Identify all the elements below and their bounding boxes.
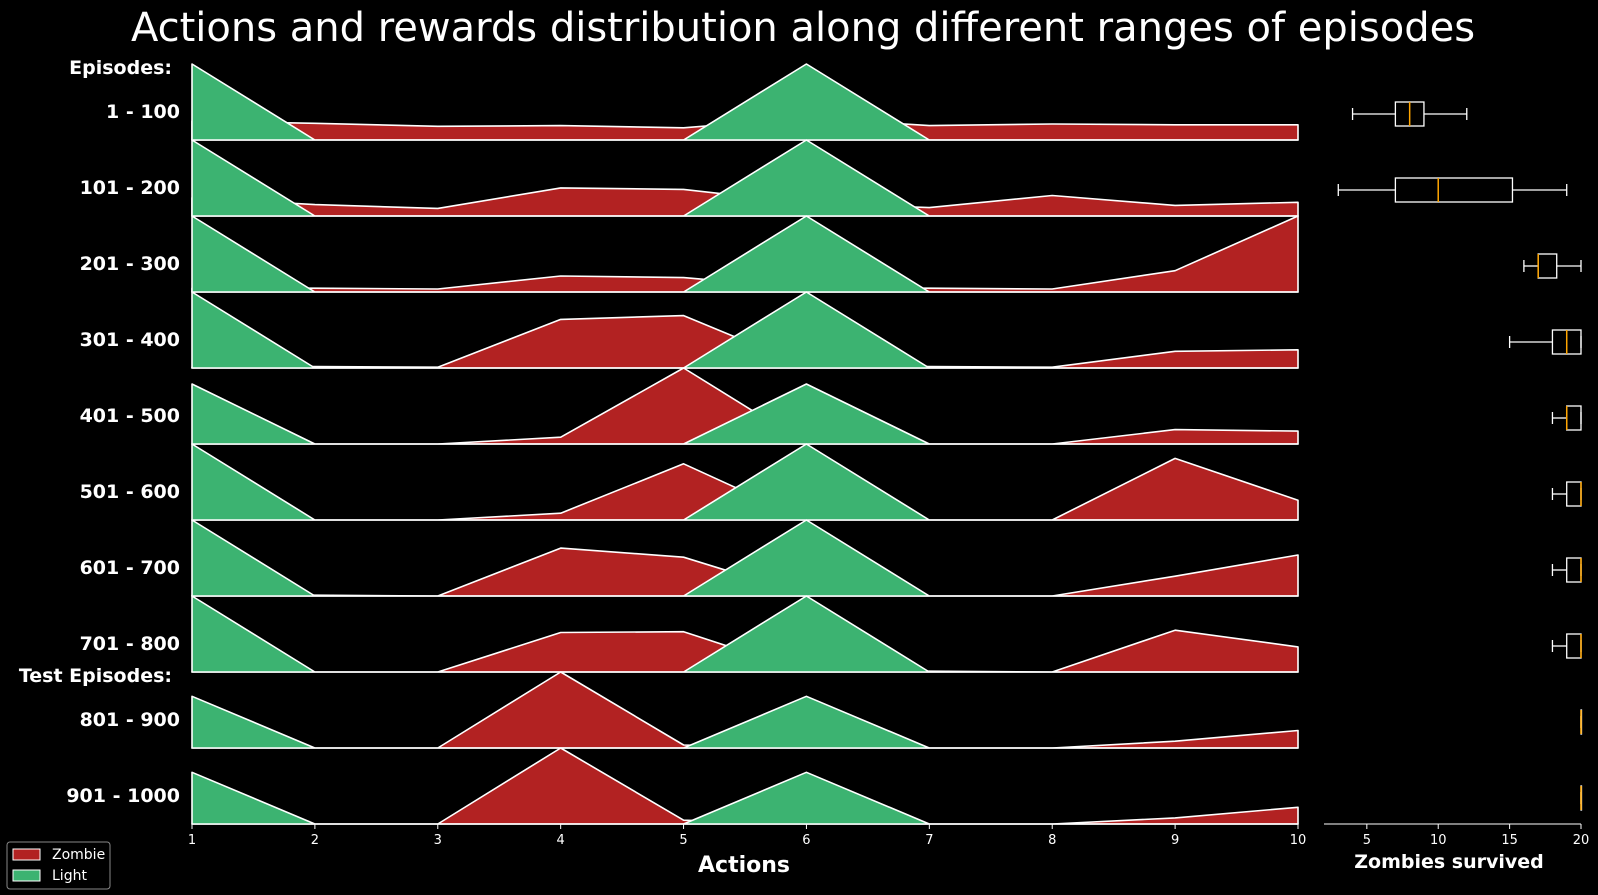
x-tick-label-2: 2 xyxy=(311,833,319,848)
light-area-row-1 xyxy=(191,63,1299,141)
chart-title: Actions and rewards distribution along d… xyxy=(131,5,1475,51)
row-label-10: 901 - 1000 xyxy=(66,785,180,807)
row-label-2: 101 - 200 xyxy=(80,177,180,199)
boxplot-row-7 xyxy=(1551,557,1582,583)
ridge-row-2: 101 - 200 xyxy=(80,139,1299,217)
x-tick-label-3: 3 xyxy=(434,833,442,848)
zombies-x-axis: 5 10 15 20 xyxy=(1324,823,1590,848)
x-tick-label-4: 4 xyxy=(557,833,565,848)
row-label-3: 201 - 300 xyxy=(80,253,180,275)
ridge-row-5: 401 - 500 xyxy=(80,367,1299,445)
light-area-row-6 xyxy=(191,443,1299,521)
ridge-row-4: 301 - 400 xyxy=(80,291,1299,369)
row-label-1: 1 - 100 xyxy=(106,101,180,123)
light-area-row-4 xyxy=(191,291,1299,369)
row-label-6: 501 - 600 xyxy=(80,481,180,503)
light-area-row-5 xyxy=(191,383,1299,445)
boxplot-row-2 xyxy=(1337,177,1568,203)
ridge-row-9: 801 - 900 xyxy=(80,671,1299,749)
group-label-test: Test Episodes: xyxy=(19,665,172,687)
boxplot-row-6 xyxy=(1551,481,1582,507)
boxplot-x-axis-label: Zombies survived xyxy=(1354,851,1544,873)
group-label-train: Episodes: xyxy=(69,57,172,79)
x-axis-label: Actions xyxy=(698,853,790,878)
light-area-row-8 xyxy=(191,595,1299,673)
ridge-row-6: 501 - 600 xyxy=(80,443,1299,521)
boxplot-panel xyxy=(1337,101,1583,811)
box-2 xyxy=(1394,177,1514,203)
ridge-row-3: 201 - 300 xyxy=(80,215,1299,293)
boxplot-tick-label-5: 5 xyxy=(1363,833,1371,848)
x-tick-label-8: 8 xyxy=(1048,833,1056,848)
row-label-4: 301 - 400 xyxy=(80,329,180,351)
legend-label-light: Light xyxy=(52,868,87,884)
ridge-rows: 1 - 100 101 - 200 201 - 300 301 - 400 401 - … xyxy=(66,63,1299,825)
boxplot-tick-label-15: 15 xyxy=(1501,833,1518,848)
light-area-row-2 xyxy=(191,139,1299,217)
light-area-row-7 xyxy=(191,519,1299,597)
boxplot-tick-label-10: 10 xyxy=(1430,833,1447,848)
actions-x-axis: 1 2 3 4 5 6 7 8 9 10 xyxy=(188,823,1307,848)
ridge-row-8: 701 - 800 xyxy=(80,595,1299,673)
ridge-row-1: 1 - 100 xyxy=(106,63,1299,141)
boxplot-row-5 xyxy=(1551,405,1582,431)
boxplot-row-4 xyxy=(1508,329,1582,355)
legend-swatch-light xyxy=(12,869,41,882)
boxplot-row-10 xyxy=(1580,785,1583,811)
row-label-5: 401 - 500 xyxy=(80,405,180,427)
row-label-9: 801 - 900 xyxy=(80,709,180,731)
light-area-row-3 xyxy=(191,215,1299,293)
boxplot-row-9 xyxy=(1580,709,1583,735)
x-tick-label-6: 6 xyxy=(802,833,810,848)
x-tick-label-5: 5 xyxy=(679,833,687,848)
x-tick-label-10: 10 xyxy=(1290,833,1307,848)
x-tick-label-9: 9 xyxy=(1171,833,1179,848)
boxplot-row-3 xyxy=(1523,253,1582,279)
x-tick-label-7: 7 xyxy=(925,833,933,848)
legend-label-zombie: Zombie xyxy=(52,847,105,863)
boxplot-row-8 xyxy=(1551,633,1582,659)
row-label-8: 701 - 800 xyxy=(80,633,180,655)
boxplot-row-1 xyxy=(1351,101,1468,127)
boxplot-tick-label-20: 20 xyxy=(1573,833,1590,848)
light-area-row-9 xyxy=(191,695,1299,749)
row-label-7: 601 - 700 xyxy=(80,557,180,579)
legend: Zombie Light xyxy=(6,841,111,890)
legend-swatch-zombie xyxy=(12,848,41,861)
x-tick-label-1: 1 xyxy=(188,833,196,848)
